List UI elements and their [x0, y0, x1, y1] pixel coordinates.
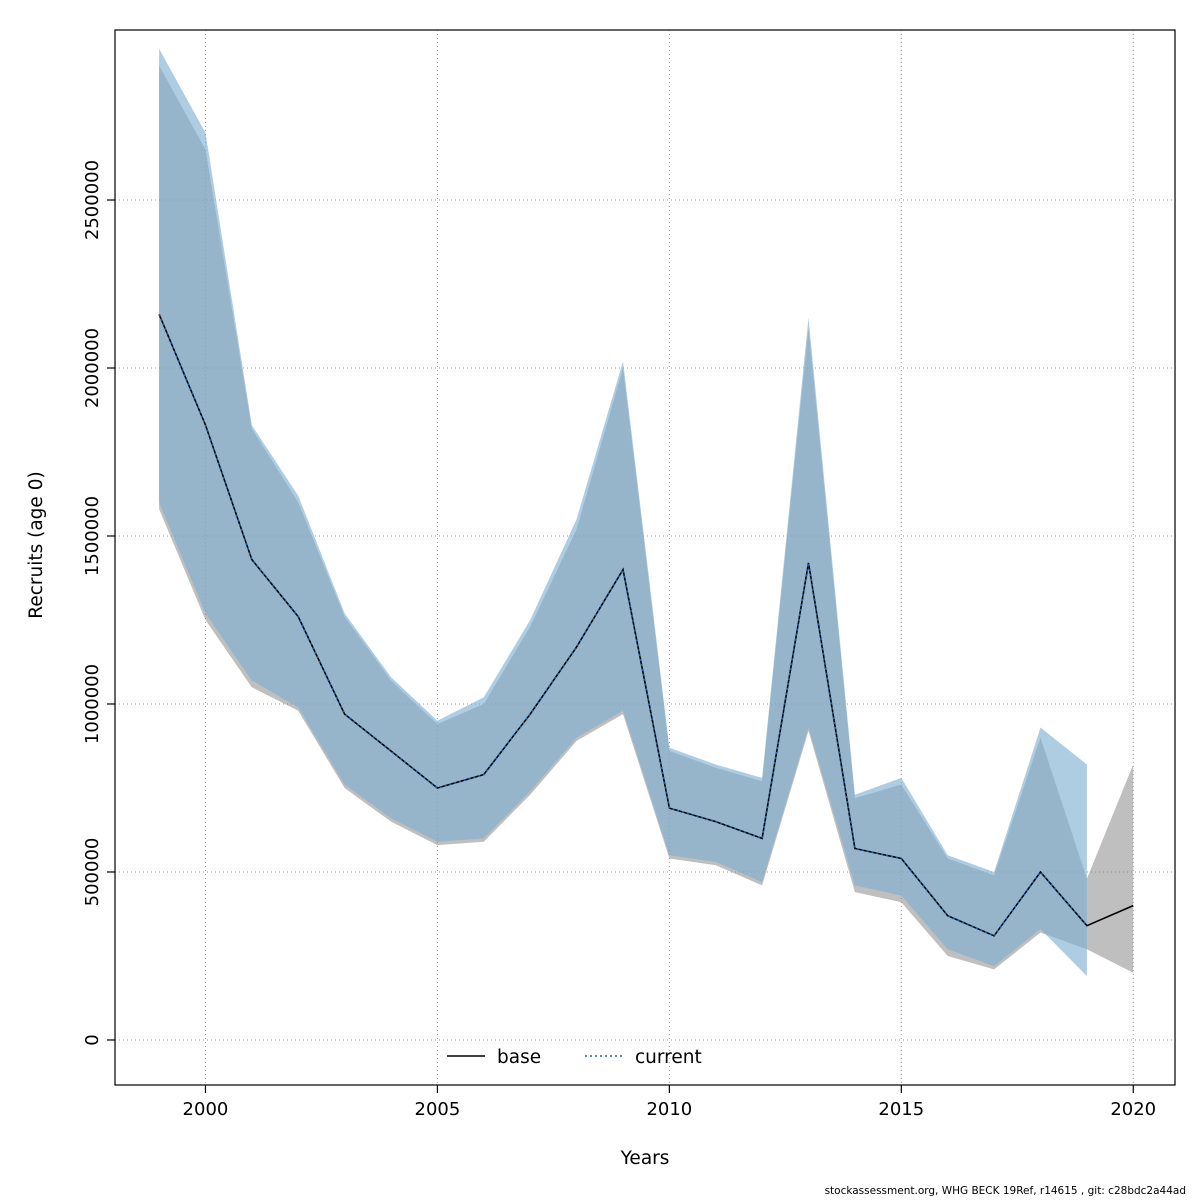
y-tick-label: 1500000 — [82, 496, 103, 576]
legend-label-base: base — [497, 1047, 541, 1068]
x-tick-label: 2015 — [878, 1099, 924, 1120]
legend-item-base: base — [447, 1047, 541, 1068]
footer-attribution: stockassessment.org, WHG BECK 19Ref, r14… — [825, 1185, 1186, 1197]
legend-label-current: current — [635, 1047, 702, 1068]
x-tick-label: 2010 — [646, 1099, 692, 1120]
y-axis-title: Recruits (age 0) — [26, 471, 47, 618]
confidence-band-current — [159, 48, 1087, 977]
y-tick-label: 500000 — [82, 838, 103, 907]
x-axis-title: Years — [620, 1148, 670, 1169]
series-line-layer — [158, 313, 1134, 937]
x-tick-label: 2005 — [415, 1099, 461, 1120]
x-tick-label: 2020 — [1110, 1099, 1156, 1120]
y-tick-label: 1000000 — [82, 664, 103, 744]
y-tick-label: 2500000 — [82, 160, 103, 240]
chart-legend: base current — [447, 1047, 702, 1068]
x-tick-label: 2000 — [183, 1099, 229, 1120]
confidence-band-layer — [159, 48, 1134, 977]
y-tick-label: 0 — [82, 1034, 103, 1045]
axis-tick-label-layer: 2000 2005 2010 2015 2020 0 500000 1000000 150000… — [82, 160, 1156, 1120]
legend-item-current: current — [585, 1047, 702, 1068]
series-line-current — [158, 313, 1088, 937]
y-tick-label: 2000000 — [82, 328, 103, 408]
plot-border-box — [114, 29, 1176, 1086]
axis-tick-layer — [107, 199, 1134, 1093]
